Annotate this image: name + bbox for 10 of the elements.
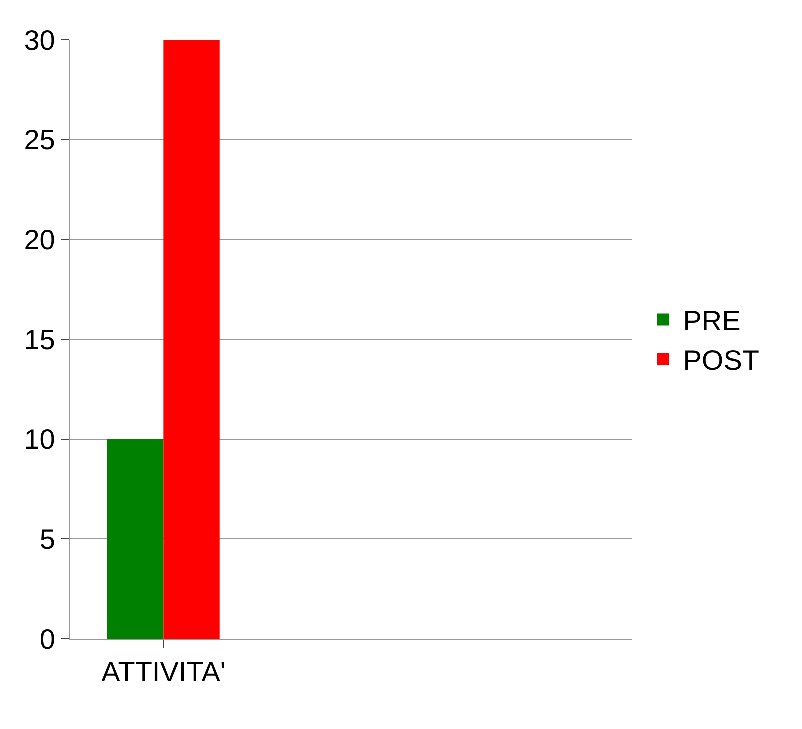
y-tick-label: 5 — [40, 524, 56, 555]
y-tick-label: 15 — [24, 324, 56, 356]
y-tick-label: 20 — [24, 224, 56, 256]
y-tick-label: 0 — [40, 624, 56, 655]
y-tick-label: 30 — [24, 24, 56, 56]
x-tick-label: ATTIVITA' — [102, 656, 226, 688]
y-tick-label: 10 — [24, 424, 56, 456]
legend-label: POST — [683, 345, 760, 376]
legend-label: PRE — [683, 306, 741, 337]
y-tick-label: 25 — [24, 124, 56, 156]
